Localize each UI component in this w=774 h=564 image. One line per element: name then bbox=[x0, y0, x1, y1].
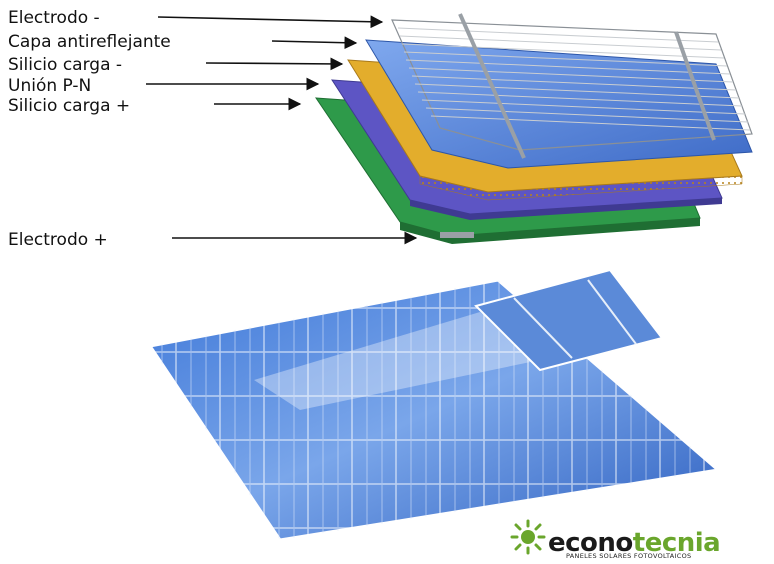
arrow-electrodo-negativo bbox=[158, 17, 382, 22]
layer-stack bbox=[316, 14, 752, 244]
solar-panel-illustration bbox=[150, 270, 718, 540]
sun-burst-icon bbox=[512, 521, 544, 553]
arrow-silicio-carga-neg bbox=[206, 63, 342, 64]
arrow-capa-antireflejante bbox=[272, 41, 356, 43]
electrode-positive-tab bbox=[440, 232, 474, 238]
brand-tagline: PANELES SOLARES FOTOVOLTAICOS bbox=[566, 552, 691, 560]
